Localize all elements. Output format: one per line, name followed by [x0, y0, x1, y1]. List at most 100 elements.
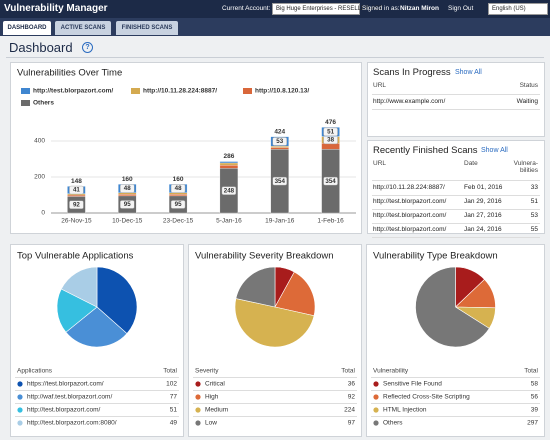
- panel: Vulnerabilities Over Time http://test.blo…: [10, 62, 362, 234]
- total-label: 148: [71, 178, 82, 185]
- legend-dot: [195, 381, 201, 387]
- show-all-link[interactable]: Show All: [481, 147, 508, 154]
- legend-dot: [17, 394, 23, 400]
- legend-value: 39: [531, 407, 539, 414]
- legend-header: Vulnerability: [373, 368, 409, 375]
- cell: http://test.blorpazort.com/: [373, 198, 447, 205]
- legend-value: 77: [170, 394, 178, 401]
- user-name: Nitzan Miron: [400, 5, 439, 12]
- legend-value: 97: [348, 420, 356, 427]
- legend-label: https://test.blorpazort.com/: [27, 381, 104, 388]
- row-separator: [372, 180, 540, 181]
- legend-swatch: [131, 88, 140, 94]
- tab[interactable]: DASHBOARD: [3, 21, 51, 35]
- cell: http://test.blorpazort.com/: [373, 226, 447, 233]
- pie-slice: [56, 288, 98, 333]
- row-separator: [372, 94, 540, 95]
- column-header: Date: [464, 160, 478, 167]
- legend-label: Others: [33, 100, 54, 107]
- show-all-link[interactable]: Show All: [455, 69, 482, 76]
- sign-out[interactable]: Sign Out: [448, 5, 474, 12]
- legend-value: 297: [527, 420, 538, 427]
- bar-segment: [168, 194, 188, 197]
- account-select[interactable]: Big Huge Enterprises - RESELLER ACT: [272, 3, 383, 15]
- bar-segment: [219, 164, 239, 169]
- legend-dot: [17, 420, 23, 426]
- tab[interactable]: FINISHED SCANS: [116, 21, 178, 35]
- x-tick-label: 26-Nov-15: [61, 218, 92, 225]
- data-label-box: [323, 176, 338, 186]
- legend-header: Severity: [195, 368, 219, 375]
- cell: 51: [530, 198, 538, 205]
- row-separator: [372, 223, 540, 224]
- legend-label: HTML Injection: [383, 407, 427, 414]
- cell: Jan 24, 2016: [464, 226, 502, 233]
- bar-chart: Vulnerabilities Over Time http://test.blo…: [17, 68, 356, 225]
- account-label: Current Account:: [222, 5, 271, 12]
- data-label: 48: [124, 185, 131, 192]
- data-label: 38: [327, 137, 334, 144]
- legend-dot: [195, 394, 201, 400]
- y-tick-label: 400: [34, 138, 45, 145]
- total-label: 160: [173, 176, 184, 183]
- cell: http://test.blorpazort.com/: [373, 212, 447, 219]
- total-label: 424: [274, 128, 285, 135]
- pie-slice: [234, 298, 315, 348]
- y-tick-label: 0: [41, 210, 45, 217]
- page-title: Dashboard: [9, 40, 73, 55]
- cell: 33: [530, 184, 538, 191]
- cell: 53: [530, 212, 538, 219]
- legend-value: 56: [531, 394, 539, 401]
- data-label: 51: [327, 129, 334, 136]
- legend-label: http://10.8.120.13/: [255, 88, 309, 95]
- legend-label: Critical: [205, 381, 225, 388]
- column-header: URL: [373, 82, 387, 89]
- language-select[interactable]: English (US): [488, 3, 548, 15]
- cell: Jan 29, 2016: [464, 198, 502, 205]
- legend-swatch: [21, 100, 30, 106]
- data-label-box: [170, 200, 186, 209]
- x-tick-label: 5-Jan-16: [216, 218, 242, 225]
- tab[interactable]: ACTIVE SCANS: [55, 21, 111, 35]
- pie-chart: Vulnerability Type Breakdown Vulnerabilit…: [371, 251, 540, 427]
- pie-slice: [96, 266, 138, 334]
- legend-value: 92: [348, 394, 356, 401]
- bar-segment: [270, 147, 289, 150]
- bar-segment: [219, 162, 239, 166]
- data-label: 95: [124, 201, 131, 208]
- total-label: 160: [122, 176, 133, 183]
- bar-segment: [118, 194, 137, 197]
- row-separator: [372, 209, 540, 210]
- legend-value: 58: [531, 381, 539, 388]
- column-header: URL: [373, 160, 387, 167]
- data-label-box: [170, 184, 186, 193]
- legend-dot: [195, 407, 201, 413]
- legend-label: http://test.blorpazort.com/: [33, 88, 113, 95]
- data-label: 95: [175, 201, 182, 208]
- data-label-box: [120, 200, 135, 209]
- row-separator: [372, 109, 540, 110]
- legend-label: Medium: [205, 407, 228, 414]
- bar-segment: [67, 194, 86, 197]
- legend-dot: [373, 381, 379, 387]
- data-label-box: [221, 186, 237, 195]
- bar-segment: [168, 192, 188, 195]
- bar-segment: [321, 143, 340, 150]
- data-label-box: [120, 184, 135, 193]
- data-label: 354: [275, 178, 286, 185]
- row-separator: [372, 195, 540, 196]
- legend-header: Total: [341, 368, 355, 375]
- cell: 55: [530, 226, 538, 233]
- legend-dot: [373, 394, 379, 400]
- legend-value: 102: [166, 381, 177, 388]
- legend-dot: [373, 420, 379, 426]
- pie-slice: [274, 271, 316, 317]
- pie-slice: [235, 266, 276, 308]
- panel: Vulnerability Severity Breakdown Severity…: [188, 244, 362, 437]
- help-icon[interactable]: ?: [82, 42, 93, 53]
- x-tick-label: 19-Jan-16: [265, 218, 295, 225]
- x-tick-label: 23-Dec-15: [163, 218, 194, 225]
- pie-chart: Top Vulnerable Applications Applications T…: [15, 251, 179, 427]
- panel: Vulnerability Type Breakdown Vulnerabilit…: [366, 244, 545, 437]
